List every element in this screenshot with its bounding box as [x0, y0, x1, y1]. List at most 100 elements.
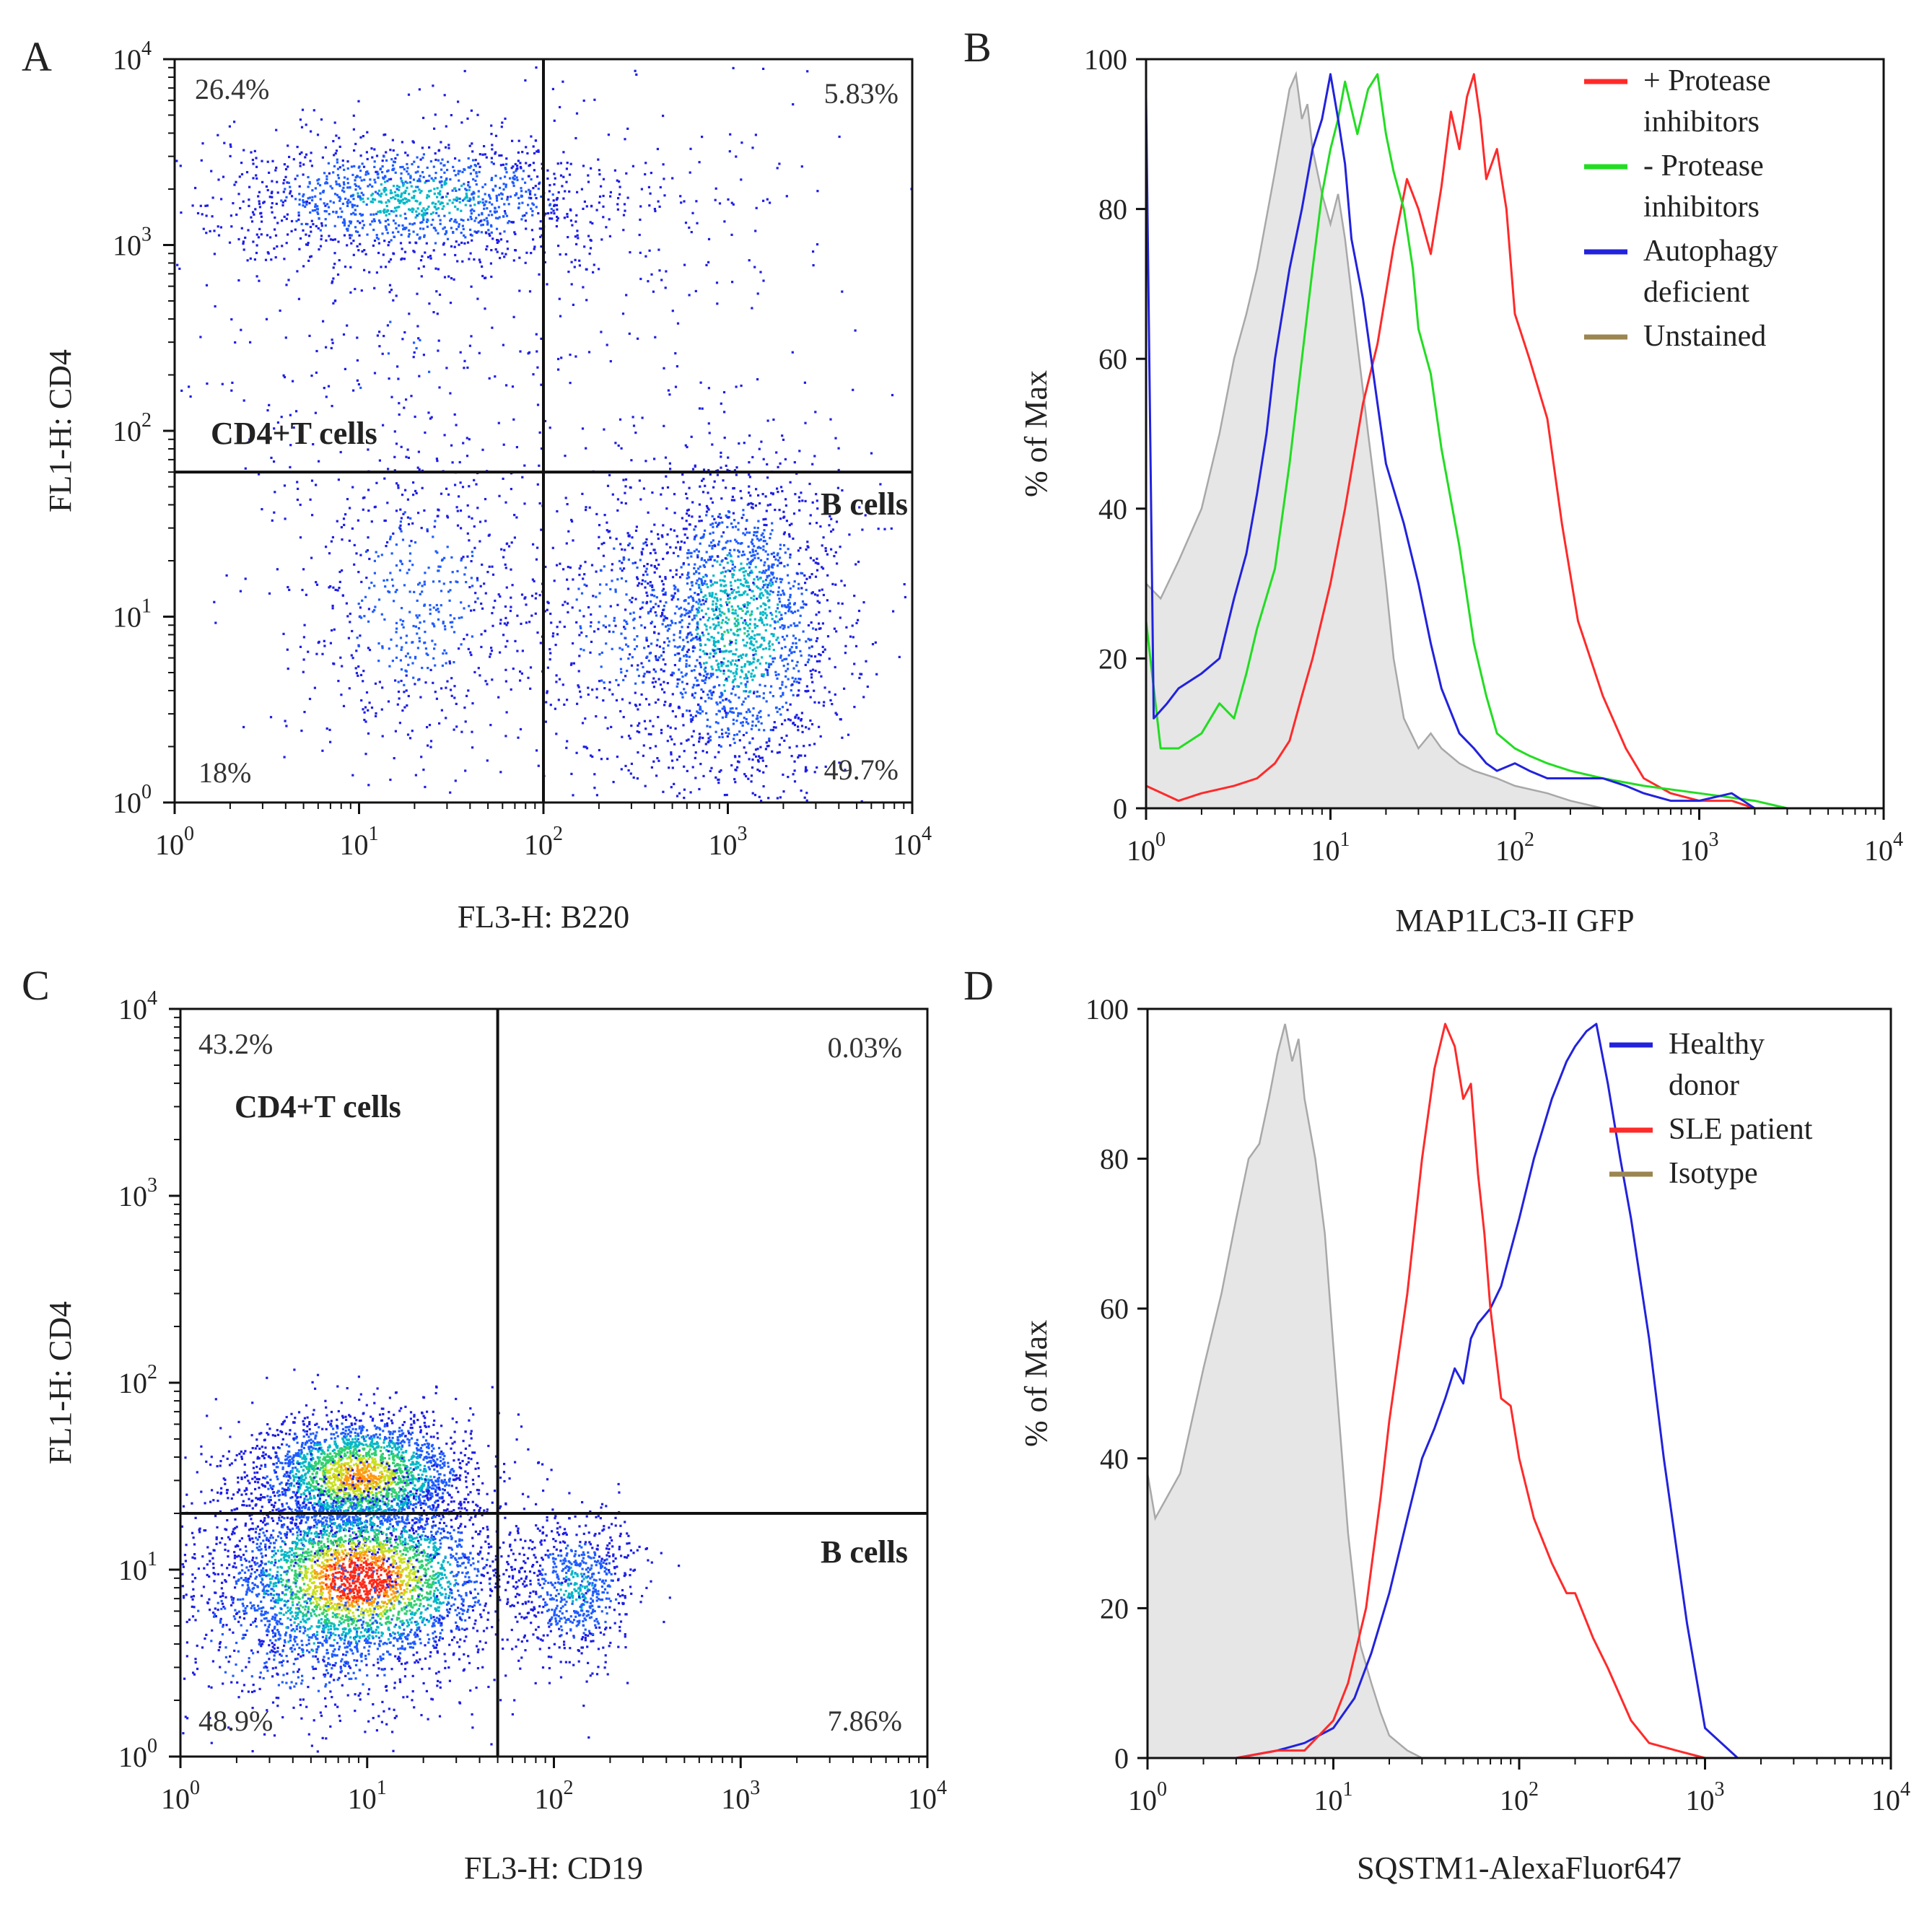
data-point [751, 714, 754, 717]
data-point [858, 676, 861, 679]
data-point [495, 197, 498, 200]
data-point [396, 365, 399, 368]
data-point [762, 692, 765, 695]
data-point [414, 489, 417, 492]
data-point [333, 263, 336, 266]
data-point [687, 572, 690, 575]
data-point [657, 716, 660, 719]
data-point [772, 657, 774, 660]
data-point [767, 714, 770, 717]
data-point [589, 625, 592, 628]
data-point [471, 746, 474, 749]
data-point [464, 567, 467, 569]
data-point [450, 444, 453, 447]
data-point [342, 181, 345, 184]
data-point [433, 192, 436, 195]
data-point [488, 195, 491, 198]
data-point [870, 452, 873, 455]
data-point [412, 190, 415, 193]
data-point [769, 691, 772, 694]
data-point [439, 203, 442, 206]
data-point [756, 695, 759, 698]
data-point [377, 555, 380, 558]
data-point [428, 146, 431, 149]
data-point [569, 219, 572, 222]
data-point [403, 258, 406, 261]
data-point [661, 613, 664, 616]
data-point [438, 580, 441, 583]
data-point [245, 171, 249, 174]
data-point [297, 211, 300, 214]
data-point [302, 193, 305, 196]
data-point [512, 315, 515, 318]
data-point [653, 631, 656, 634]
data-point [416, 647, 419, 650]
data-point [720, 728, 723, 731]
data-point [587, 605, 590, 609]
data-point [433, 647, 436, 650]
data-point [772, 572, 774, 574]
data-point [378, 331, 381, 333]
data-point [649, 192, 652, 195]
data-point [821, 650, 825, 653]
data-point [822, 536, 825, 539]
data-point [681, 713, 684, 716]
data-point [705, 661, 708, 664]
data-point [700, 578, 703, 581]
data-point [684, 691, 687, 694]
data-point [777, 559, 780, 562]
data-point [708, 432, 711, 434]
data-point [385, 204, 388, 208]
data-point [618, 193, 621, 196]
data-point [440, 184, 443, 187]
data-point [700, 696, 703, 699]
data-point [761, 618, 764, 621]
data-point [826, 553, 829, 556]
data-point [367, 608, 370, 611]
data-point [635, 525, 638, 528]
data-point [405, 455, 408, 458]
data-point [528, 621, 531, 624]
data-point [491, 573, 495, 576]
data-point [506, 240, 509, 243]
data-point [620, 632, 623, 635]
data-point [826, 599, 829, 602]
data-point [777, 590, 780, 593]
data-point [747, 695, 750, 698]
data-point [766, 558, 769, 561]
data-point [788, 535, 791, 538]
data-point [694, 751, 697, 754]
data-point [709, 523, 712, 526]
data-point [520, 622, 523, 625]
data-point [793, 769, 796, 772]
data-point [360, 699, 363, 702]
data-point [730, 641, 733, 644]
data-point [443, 625, 447, 628]
data-point [373, 160, 376, 163]
data-point [504, 167, 507, 170]
data-point [373, 506, 376, 509]
data-point [733, 738, 735, 740]
data-point [712, 637, 715, 639]
data-point [300, 730, 303, 733]
data-point [750, 636, 753, 639]
data-point [458, 170, 461, 172]
data-point [414, 655, 417, 658]
data-point [732, 203, 735, 206]
data-point [719, 701, 722, 704]
data-point [450, 688, 453, 691]
data-point [748, 647, 751, 650]
data-point [441, 158, 444, 161]
data-point [793, 603, 796, 605]
data-point [479, 585, 482, 587]
data-point [704, 600, 707, 603]
data-point [286, 648, 289, 651]
data-point [748, 461, 751, 464]
data-point [346, 204, 349, 207]
data-point [496, 199, 499, 202]
data-point [762, 518, 765, 521]
data-point [418, 88, 421, 91]
data-point [695, 548, 698, 551]
data-point [523, 597, 526, 600]
data-point [462, 227, 465, 231]
